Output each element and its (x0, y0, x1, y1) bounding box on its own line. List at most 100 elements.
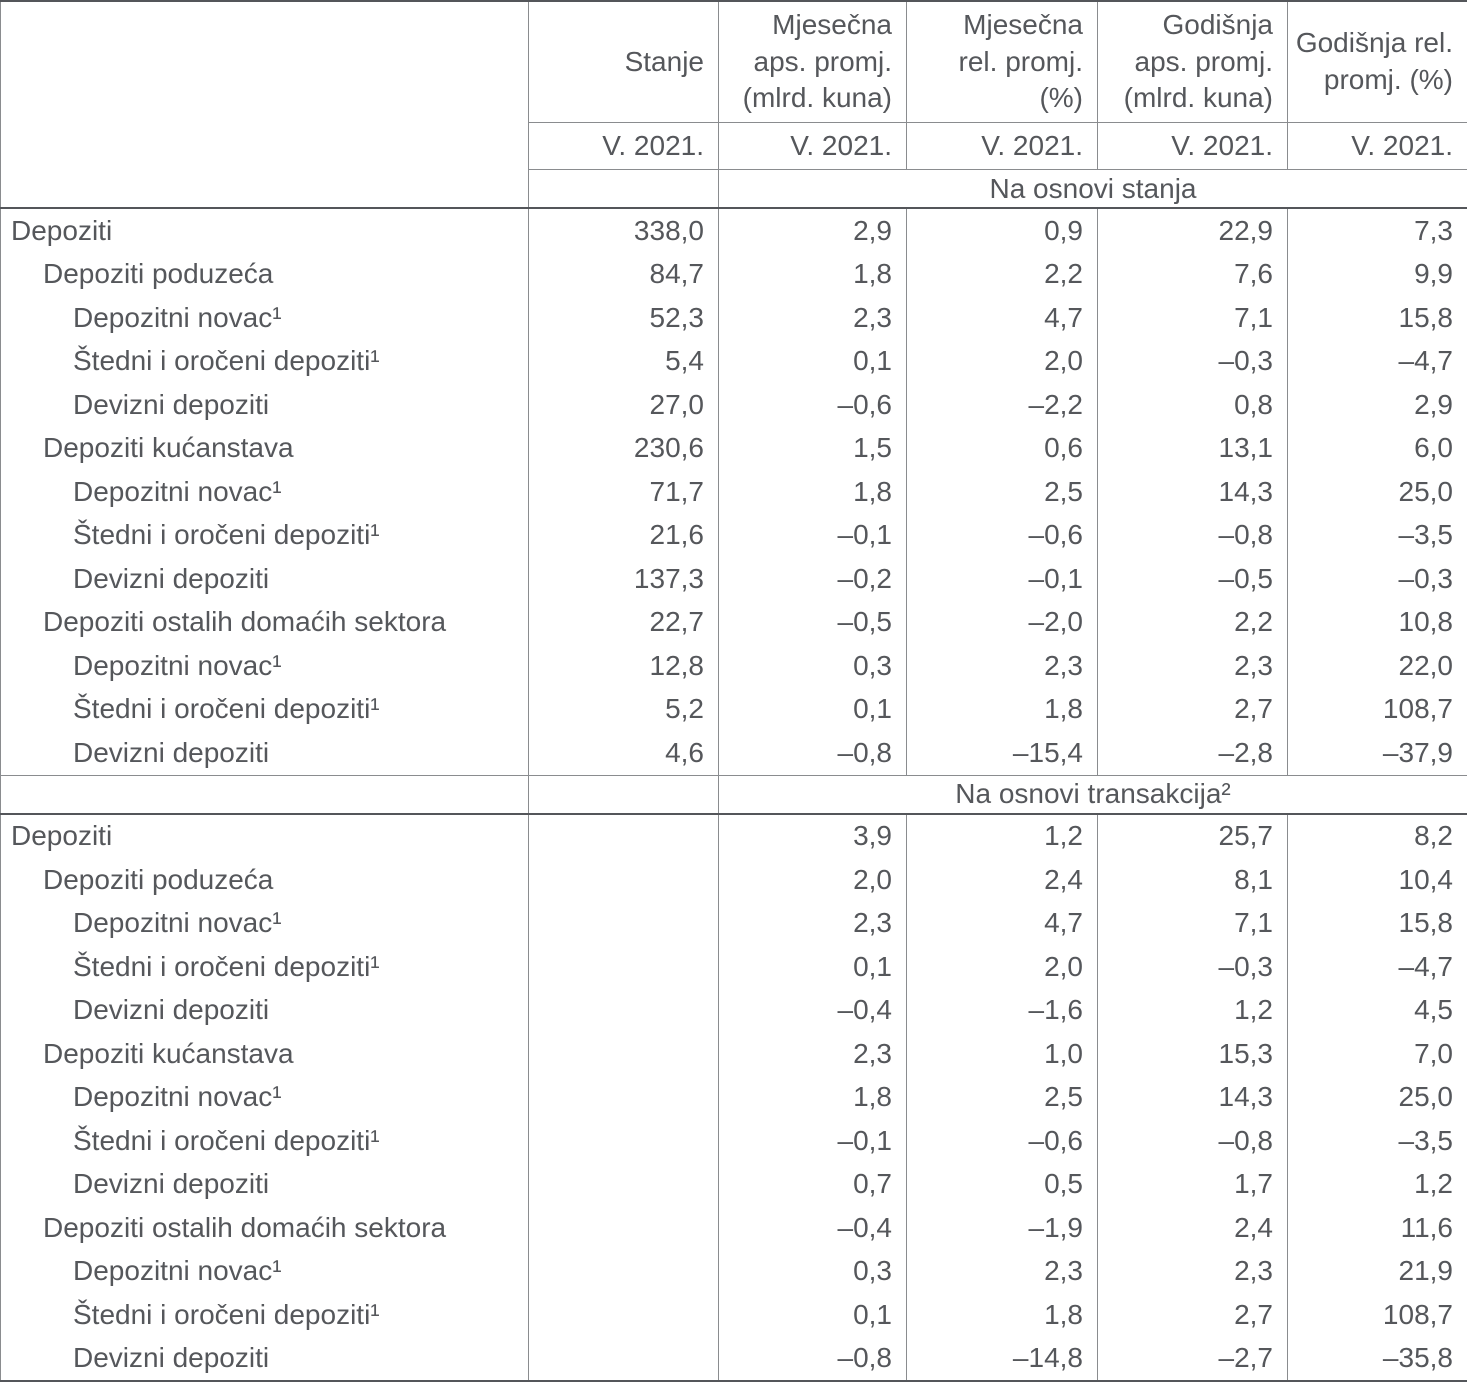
cell-value: –2,0 (906, 600, 1098, 644)
cell-value: 0,9 (906, 208, 1098, 253)
table-row: Štedni i oročeni depoziti¹ 5,2 0,1 1,8 2,7 10… (1, 687, 1467, 731)
cell-value: –2,7 (1097, 1336, 1288, 1381)
cell-value: –2,8 (1097, 731, 1288, 775)
cell-value: 0,8 (1097, 383, 1288, 427)
cell-value: 7,0 (1287, 1032, 1467, 1076)
cell-value: 7,6 (1097, 252, 1288, 296)
cell-value: 4,7 (906, 901, 1098, 945)
cell-value: 71,7 (528, 470, 719, 514)
cell-value: 137,3 (528, 557, 719, 601)
period-cell: V. 2021. (1287, 122, 1467, 170)
cell-value: 0,1 (718, 1293, 907, 1337)
cell-value: 6,0 (1287, 426, 1467, 470)
cell-value: –0,1 (718, 513, 907, 557)
table-row: Devizni depoziti 27,0 –0,6 –2,2 0,8 2,9 (1, 383, 1467, 427)
cell-value: –1,6 (906, 988, 1098, 1032)
cell-value: –37,9 (1287, 731, 1467, 775)
cell-value: –3,5 (1287, 513, 1467, 557)
cell-value: –35,8 (1287, 1336, 1467, 1381)
table-row: Devizni depoziti –0,4 –1,6 1,2 4,5 (1, 988, 1467, 1032)
cell-value: –0,4 (718, 988, 907, 1032)
section-title-row: Na osnovi transakcija² (0, 774, 1467, 815)
row-label: Depozitni novac¹ (73, 907, 282, 939)
table-row: Štedni i oročeni depoziti¹ 0,1 2,0 –0,3 –4,7 (1, 945, 1467, 989)
row-label: Devizni depoziti (73, 388, 270, 420)
cell-value: –14,8 (906, 1336, 1098, 1381)
cell-value: –2,2 (906, 383, 1098, 427)
row-label: Štedni i oročeni depoziti¹ (73, 950, 380, 982)
row-label: Štedni i oročeni depoziti¹ (73, 1298, 380, 1330)
cell-value: 84,7 (528, 252, 719, 296)
cell-value: –0,2 (718, 557, 907, 601)
cell-value: 1,2 (1097, 988, 1288, 1032)
column-header-row: Stanje Mjesečna aps. promj. (mlrd. kuna)… (1, 1, 1467, 123)
cell-value: 0,1 (718, 945, 907, 989)
table-row: Depozitni novac¹ 1,8 2,5 14,3 25,0 (1, 1075, 1467, 1119)
cell-value: 3,9 (718, 813, 907, 858)
section-title-row: Na osnovi stanja (0, 169, 1467, 209)
row-label: Štedni i oročeni depoziti¹ (73, 519, 380, 551)
cell-value: 0,7 (718, 1162, 907, 1206)
row-label: Depoziti (11, 214, 113, 246)
cell-value: –0,6 (906, 1119, 1098, 1163)
cell-value: 25,7 (1097, 813, 1288, 858)
row-label: Depoziti ostalih domaćih sektora (43, 1211, 447, 1243)
cell-value: 2,5 (906, 1075, 1098, 1119)
cell-value: –0,8 (718, 1336, 907, 1381)
cell-value: 15,8 (1287, 901, 1467, 945)
cell-value: 2,9 (718, 208, 907, 253)
cell-value (528, 1119, 719, 1163)
cell-value: 108,7 (1287, 1293, 1467, 1337)
cell-value: 0,6 (906, 426, 1098, 470)
table-row: Depoziti kućanstava 230,6 1,5 0,6 13,1 6,0 (1, 426, 1467, 470)
cell-value: 4,6 (528, 731, 719, 775)
period-cell: V. 2021. (528, 122, 719, 170)
cell-value: 52,3 (528, 296, 719, 340)
cell-value: –0,1 (906, 557, 1098, 601)
cell-value: –0,3 (1287, 557, 1467, 601)
cell-value: 2,2 (1097, 600, 1288, 644)
cell-value: 2,0 (718, 858, 907, 902)
cell-value: 2,7 (1097, 1293, 1288, 1337)
table-row: Depozitni novac¹ 2,3 4,7 7,1 15,8 (1, 901, 1467, 945)
column-header-annual-rel: Godišnja rel. promj. (%) (1287, 1, 1467, 123)
cell-value: 21,9 (1287, 1249, 1467, 1293)
cell-value: 0,1 (718, 339, 907, 383)
cell-value: 2,3 (906, 644, 1098, 688)
cell-value: –0,6 (906, 513, 1098, 557)
cell-value: 22,7 (528, 600, 719, 644)
cell-value: 1,8 (718, 470, 907, 514)
cell-value: 5,4 (528, 339, 719, 383)
table-row: Devizni depoziti 4,6 –0,8 –15,4 –2,8 –37,9 (1, 731, 1467, 775)
cell-value: 1,2 (1287, 1162, 1467, 1206)
table-row: Depoziti poduzeća 84,7 1,8 2,2 7,6 9,9 (1, 252, 1467, 296)
cell-value: 10,8 (1287, 600, 1467, 644)
column-header-annual-abs: Godišnja aps. promj. (mlrd. kuna) (1097, 1, 1288, 123)
cell-value: –0,8 (1097, 513, 1288, 557)
cell-value: –0,3 (1097, 945, 1288, 989)
section-title-empty-stanje-cell (528, 774, 719, 815)
cell-value: –3,5 (1287, 1119, 1467, 1163)
table-row: Depoziti kućanstava 2,3 1,0 15,3 7,0 (1, 1032, 1467, 1076)
row-label: Depoziti (11, 820, 113, 852)
table-row: Depoziti ostalih domaćih sektora –0,4 –1,9… (1, 1206, 1467, 1250)
cell-value: –15,4 (906, 731, 1098, 775)
column-header-stanje: Stanje (528, 1, 719, 123)
cell-value (528, 1293, 719, 1337)
cell-value: –0,3 (1097, 339, 1288, 383)
cell-value (528, 945, 719, 989)
cell-value: 1,2 (906, 813, 1098, 858)
row-label: Devizni depoziti (73, 994, 270, 1026)
cell-value: 2,7 (1097, 687, 1288, 731)
cell-value: 15,8 (1287, 296, 1467, 340)
cell-value: –0,8 (1097, 1119, 1288, 1163)
cell-value: 11,6 (1287, 1206, 1467, 1250)
cell-value: 22,9 (1097, 208, 1288, 253)
cell-value (528, 1206, 719, 1250)
cell-value: 2,0 (906, 339, 1098, 383)
table-row: Štedni i oročeni depoziti¹ 0,1 1,8 2,7 108,7 (1, 1293, 1467, 1337)
cell-value: 1,8 (906, 687, 1098, 731)
cell-value: 2,4 (1097, 1206, 1288, 1250)
row-label: Depozitni novac¹ (73, 1081, 282, 1113)
